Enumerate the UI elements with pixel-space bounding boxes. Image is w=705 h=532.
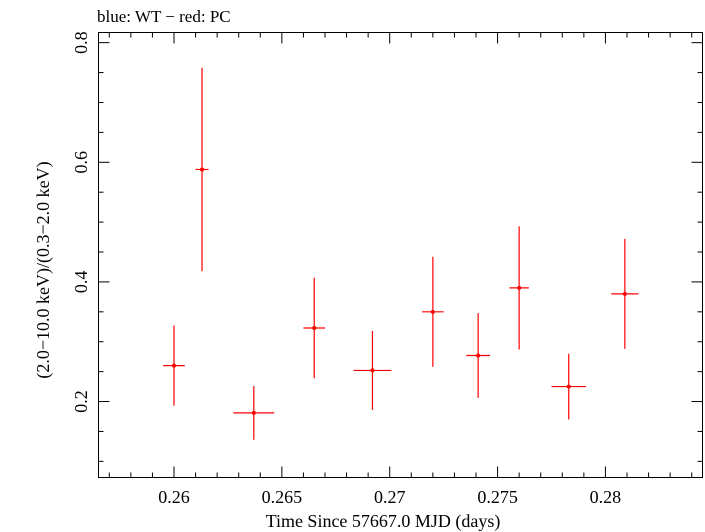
data-marker [370, 368, 375, 373]
data-point [353, 330, 392, 410]
axis-tick-labels: 0.26 0.265 0.27 0.275 0.28 0.2 0.4 0.6 0.8 [71, 31, 621, 507]
data-marker [476, 353, 481, 358]
data-marker [312, 325, 317, 330]
x-tick-label: 0.275 [477, 487, 518, 507]
data-point [303, 277, 325, 379]
x-axis-label: Time Since 57667.0 MJD (days) [266, 511, 501, 532]
data-marker [566, 384, 571, 389]
data-marker [200, 167, 205, 172]
x-tick-label: 0.28 [590, 487, 622, 507]
data-point [611, 238, 639, 349]
data-point [195, 67, 209, 272]
data-marker [517, 285, 522, 290]
y-axis-label: (2.0−10.0 keV)/(0.3−2.0 keV) [33, 161, 54, 378]
data-marker [430, 309, 435, 314]
data-point [466, 313, 491, 398]
x-tick-label: 0.26 [158, 487, 190, 507]
data-point [422, 256, 444, 367]
data-point [551, 353, 587, 420]
x-tick-label: 0.27 [374, 487, 406, 507]
plot-frame [98, 32, 703, 478]
chart-title: blue: WT − red: PC [97, 7, 231, 26]
data-series [163, 67, 639, 440]
y-tick-label: 0.2 [71, 390, 91, 413]
data-point [233, 385, 275, 440]
x-tick-label: 0.265 [262, 487, 303, 507]
data-marker [172, 363, 176, 368]
data-point [163, 325, 185, 406]
y-tick-label: 0.4 [71, 271, 91, 294]
data-point [509, 226, 529, 350]
data-marker [622, 291, 627, 296]
y-tick-label: 0.6 [71, 151, 91, 174]
data-marker [251, 410, 256, 415]
axis-ticks [98, 32, 703, 478]
y-tick-label: 0.8 [71, 31, 91, 54]
